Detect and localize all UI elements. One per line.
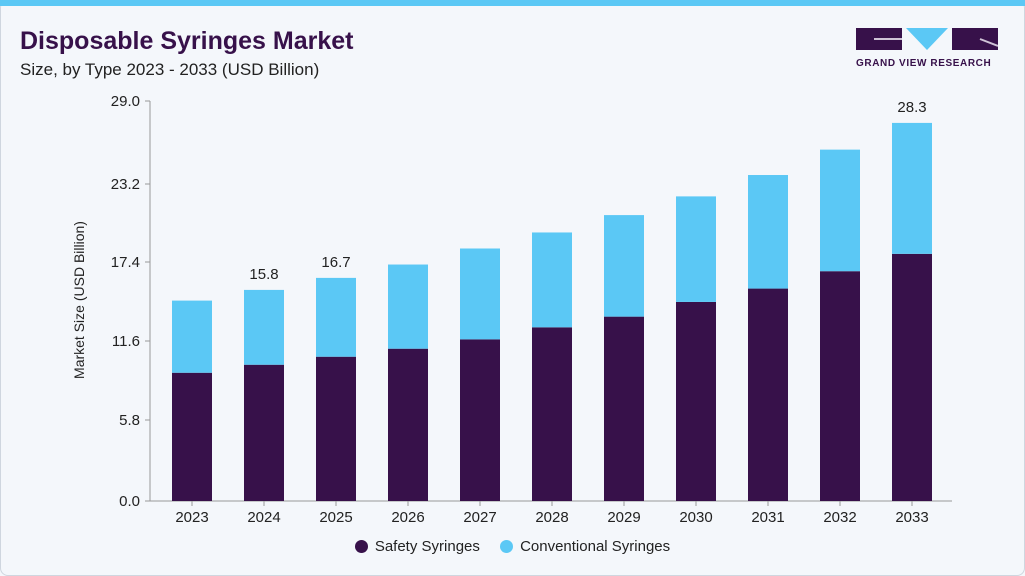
- data-label-2024: 15.8: [249, 266, 278, 283]
- bar-conventional-2027: [460, 248, 500, 340]
- bar-safety-2031: [748, 288, 788, 501]
- y-tick-label: 0.0: [119, 493, 140, 510]
- y-axis-title: Market Size (USD Billion): [71, 221, 87, 379]
- legend-label-conventional: Conventional Syringes: [520, 538, 671, 555]
- bar-safety-2030: [676, 301, 716, 501]
- bar-conventional-2024: [244, 289, 284, 365]
- bar-conventional-2030: [676, 196, 716, 302]
- bar-conventional-2028: [532, 232, 572, 328]
- bar-conventional-2033: [892, 122, 932, 254]
- legend-label-safety: Safety Syringes: [374, 538, 480, 555]
- bar-safety-2024: [244, 364, 284, 501]
- data-label-2025: 16.7: [321, 254, 350, 271]
- bar-safety-2032: [820, 271, 860, 501]
- x-tick-label: 2028: [535, 509, 568, 526]
- bar-safety-2027: [460, 339, 500, 501]
- bar-safety-2023: [172, 372, 212, 501]
- bar-conventional-2032: [820, 149, 860, 272]
- x-tick-label: 2030: [679, 509, 712, 526]
- y-tick-label: 29.0: [111, 93, 140, 110]
- x-tick-label: 2033: [895, 509, 928, 526]
- bar-safety-2025: [316, 356, 356, 501]
- x-tick-label: 2025: [319, 509, 352, 526]
- legend-swatch-conventional: [500, 540, 514, 553]
- chart-title: Disposable Syringes Market: [20, 27, 354, 55]
- y-tick-label: 5.8: [119, 412, 140, 429]
- data-label-2033: 28.3: [897, 99, 926, 116]
- grand-view-research-logo: [856, 28, 998, 50]
- x-tick-label: 2024: [247, 509, 280, 526]
- y-tick-label: 17.4: [111, 254, 140, 271]
- legend-swatch-safety: [354, 540, 368, 553]
- legend-item-conventional: Conventional Syringes: [500, 538, 670, 555]
- bar-conventional-2031: [748, 175, 788, 289]
- legend: Safety Syringes Conventional Syringes: [0, 538, 1025, 557]
- y-tick-label: 11.6: [112, 333, 140, 350]
- y-tick-label: 23.2: [111, 176, 140, 193]
- x-tick-label: 2031: [751, 509, 784, 526]
- bar-safety-2026: [388, 348, 428, 501]
- x-tick-label: 2032: [823, 509, 856, 526]
- bar-safety-2028: [532, 327, 572, 501]
- x-tick-label: 2029: [607, 509, 640, 526]
- bar-conventional-2026: [388, 264, 428, 349]
- legend-item-safety: Safety Syringes: [354, 538, 480, 555]
- x-tick-label: 2026: [391, 509, 424, 526]
- top-accent-bar: [0, 0, 1025, 6]
- bar-safety-2029: [604, 316, 644, 501]
- x-tick-label: 2023: [175, 509, 208, 526]
- chart-subtitle: Size, by Type 2023 - 2033 (USD Billion): [20, 60, 320, 79]
- bar-conventional-2023: [172, 300, 212, 373]
- x-tick-label: 2027: [463, 509, 496, 526]
- bar-safety-2033: [892, 253, 932, 501]
- bar-conventional-2029: [604, 215, 644, 317]
- bar-conventional-2025: [316, 277, 356, 357]
- logo-text: GRAND VIEW RESEARCH: [856, 58, 992, 69]
